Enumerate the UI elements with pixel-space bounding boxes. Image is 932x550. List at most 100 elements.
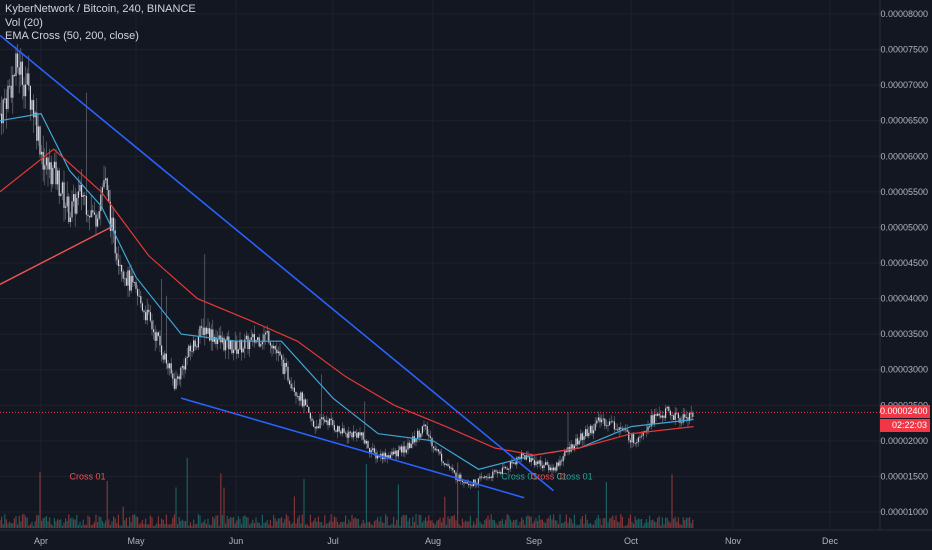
candle-body [5,98,7,110]
candle-body [637,437,639,443]
candle-body [143,310,145,313]
volume-bar [636,519,638,528]
volume-bar [612,515,614,528]
volume-bar [10,523,12,528]
volume-bar [591,524,593,528]
volume-bar [426,520,428,528]
volume-bar [365,464,367,528]
volume-bar [673,518,675,528]
candle-body [223,337,225,351]
volume-bar [569,517,571,528]
current-price-tag: 0.00002400 [880,405,930,418]
volume-bar [394,524,396,528]
volume-bar [362,519,364,528]
volume-bar [303,479,305,528]
volume-bar [114,518,116,528]
volume-bar [111,521,113,528]
volume-bar [617,521,619,528]
volume-bar [293,496,295,528]
volume-bar [439,517,441,528]
x-tick-label: Dec [822,536,839,546]
volume-bar [42,517,44,528]
volume-bar [393,516,395,528]
volume-bar [479,521,481,528]
candle-body [663,415,665,418]
candle-body [162,355,164,360]
volume-bar [162,519,164,528]
volume-bar [241,524,243,528]
candle-body [505,466,507,469]
volume-bar [407,521,409,528]
candle-body [271,345,273,349]
candle-body [180,367,182,380]
volume-bar [634,516,636,528]
candle-body [573,445,575,450]
volume-bar [559,514,561,528]
candle-body [463,481,465,484]
candle-body [26,73,28,85]
candle-body [369,448,371,453]
volume-bar [373,521,375,528]
candle-body [172,373,174,379]
candle-body [476,484,478,486]
volume-bar [447,516,449,528]
volume-bar [191,525,193,528]
candle-body [50,162,52,185]
candle-body [321,417,323,420]
candle-body [337,426,339,432]
candle-body [513,462,515,464]
candle-body [485,476,487,478]
candle-body [327,420,329,426]
candle-body [325,420,327,422]
candle-body [234,341,236,350]
candle-body [631,434,633,443]
volume-bar [669,522,671,528]
volume-bar [423,520,425,528]
volume-bar [249,524,251,528]
volume-bar [177,524,179,528]
candle-body [273,346,275,349]
volume-bar [460,525,462,528]
candle-body [305,399,307,406]
candle-body [610,421,612,423]
volume-bar [165,514,167,528]
volume-bar [663,524,665,528]
volume-bar [641,519,643,528]
volume-bar [589,522,591,528]
volume-bar [492,519,494,528]
candle-body [239,339,241,350]
candle-body [269,342,271,346]
volume-bar [324,515,326,528]
volume-bar [380,516,382,528]
candle-body [601,419,603,423]
volume-bar [209,524,211,528]
candle-body [436,449,438,451]
candle-body [668,406,670,411]
volume-bar [41,520,43,528]
volume-bar [511,522,513,528]
volume-bar [473,521,475,528]
candle-body [465,482,467,484]
candle-body [66,196,68,207]
volume-bar [297,518,299,528]
volume-bar [85,524,87,528]
candle-body [12,74,14,98]
volume-bar [644,522,646,528]
volume-bar [263,523,265,528]
candle-body [548,464,550,471]
volume-bar [661,517,663,528]
candle-body [373,448,375,453]
candle-body [276,349,278,354]
candle-body [164,353,166,360]
volume-bar [25,516,27,528]
volume-bar [68,514,70,528]
volume-bar [577,525,579,528]
y-tick-label: 0.00008000 [880,9,928,19]
candle-body [111,217,113,231]
candle-body [177,376,179,379]
y-tick-label: 0.00001500 [880,471,928,481]
candle-body [441,453,443,462]
volume-bar [477,490,479,528]
volume-bar [125,517,127,528]
